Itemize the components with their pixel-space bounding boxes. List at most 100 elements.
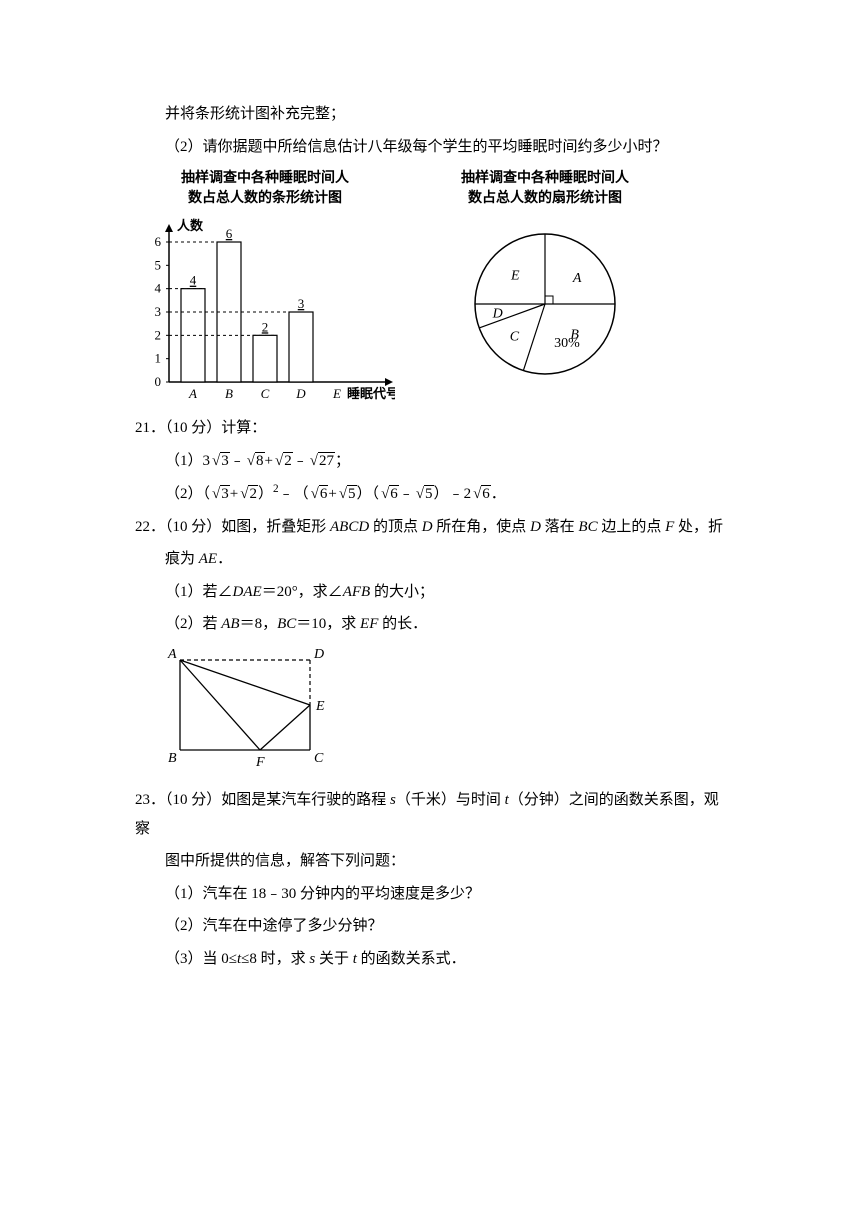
q22-hd: 落在: [541, 519, 579, 535]
q23-part1: （1）汽车在 18﹣30 分钟内的平均速度是多少？: [135, 880, 725, 909]
q22-d1: D: [422, 519, 433, 535]
q22-ae: AE: [199, 551, 217, 567]
q21-p2-f: 5: [424, 485, 434, 502]
q23-p3d: 的函数关系式．: [357, 951, 466, 967]
svg-text:C: C: [261, 386, 270, 401]
q21-p2-h: 6: [481, 485, 491, 502]
pie-chart-block: 抽样调查中各种睡眠时间人 数占总人数的扇形统计图 AB30%CDE: [455, 169, 635, 394]
q21-p1-pre: （1）: [165, 453, 203, 469]
q23-part2: （2）汽车在中途停了多少分钟？: [135, 912, 725, 941]
q22-dae: DAE: [233, 584, 262, 600]
q23-p3a: （3）当 0≤: [165, 951, 237, 967]
svg-text:E: E: [315, 699, 325, 714]
q22-figure-svg: A D B C E F: [165, 645, 335, 770]
q21-p1-c: 8: [255, 452, 265, 469]
q22-part1: （1）若∠DAE＝20°，求∠AFB 的大小；: [135, 578, 725, 607]
q21-p1-e: 27: [318, 452, 335, 469]
svg-text:F: F: [255, 755, 265, 770]
q21-part2: （2）（3+2）2﹣（6+5）（6﹣5）﹣26．: [135, 479, 725, 509]
bar-chart-title: 抽样调查中各种睡眠时间人 数占总人数的条形统计图: [181, 169, 349, 208]
svg-text:2: 2: [262, 320, 269, 335]
svg-text:A: A: [167, 647, 177, 662]
pie-chart-svg: AB30%CDE: [455, 214, 635, 394]
q23-part3: （3）当 0≤t≤8 时，求 s 关于 t 的函数关系式．: [135, 945, 725, 974]
q22-ha: 22．（10 分）如图，折叠矩形: [135, 519, 330, 535]
svg-text:B: B: [168, 751, 177, 766]
q22-f: F: [665, 519, 674, 535]
q23-p3c: 关于: [315, 951, 353, 967]
svg-text:E: E: [332, 386, 341, 401]
svg-text:B: B: [225, 386, 233, 401]
q22-p1b: ＝20°，求∠: [262, 584, 343, 600]
q21-p2-e: 6: [389, 485, 399, 502]
q22-p2c: ＝10，求: [296, 616, 360, 632]
continuation-text-1: 并将条形统计图补充完整；: [135, 100, 725, 129]
svg-text:A: A: [572, 271, 582, 286]
q22-part2: （2）若 AB＝8，BC＝10，求 EF 的长．: [135, 610, 725, 639]
q22-p1c: 的大小；: [370, 584, 434, 600]
svg-text:5: 5: [155, 258, 162, 273]
q22-ef: EF: [360, 616, 378, 632]
q21-p2-c: 6: [319, 485, 329, 502]
q21-p2-g: 2: [464, 486, 472, 502]
q21-p2-mid: ）: [258, 486, 273, 502]
bar-chart-title-line1: 抽样调查中各种睡眠时间人: [181, 169, 349, 189]
q21-p2-d: 5: [347, 485, 357, 502]
q21-part1: （1）33﹣8+2﹣27；: [135, 447, 725, 476]
svg-text:E: E: [510, 268, 520, 283]
q23-ha: 23．（10 分）如图是某汽车行驶的路程: [135, 792, 390, 808]
q23-p3b: ≤8 时，求: [241, 951, 309, 967]
pie-chart-title: 抽样调查中各种睡眠时间人 数占总人数的扇形统计图: [461, 169, 629, 208]
q22-l2b: ．: [217, 551, 232, 567]
svg-text:6: 6: [226, 226, 233, 241]
svg-text:3: 3: [155, 304, 162, 319]
q22-ab: AB: [221, 616, 239, 632]
svg-text:3: 3: [298, 296, 305, 311]
bar-chart-block: 抽样调查中各种睡眠时间人 数占总人数的条形统计图 人数01234564A6B2C…: [135, 169, 395, 404]
q22-bc: BC: [578, 519, 597, 535]
svg-text:6: 6: [155, 234, 162, 249]
svg-text:0: 0: [155, 374, 162, 389]
q21-header: 21．（10 分）计算：: [135, 414, 725, 443]
svg-text:人数: 人数: [177, 218, 204, 233]
q22-he: 边上的点: [598, 519, 666, 535]
q22-figure: A D B C E F: [135, 645, 725, 781]
pie-chart-title-line2: 数占总人数的扇形统计图: [461, 189, 629, 209]
q22-l2a: 痕为: [165, 551, 199, 567]
q22-afb: AFB: [343, 584, 371, 600]
q22-p1: （1）若∠: [165, 584, 233, 600]
svg-text:4: 4: [190, 273, 197, 288]
q23-header-line2: 图中所提供的信息，解答下列问题：: [135, 847, 725, 876]
q22-d2: D: [530, 519, 541, 535]
q21-p2-b: 2: [248, 485, 258, 502]
q22-header-line2: 痕为 AE．: [135, 545, 725, 574]
q21-p2-a: 3: [220, 485, 230, 502]
q22-p2b: ＝8，: [240, 616, 278, 632]
q22-hb: 的顶点: [369, 519, 422, 535]
svg-text:D: D: [313, 647, 324, 662]
q21-p1-d: 2: [283, 452, 293, 469]
bar-chart-title-line2: 数占总人数的条形统计图: [181, 189, 349, 209]
q21-p2-pre: （2）（: [165, 486, 210, 502]
svg-text:睡眠代号: 睡眠代号: [347, 386, 395, 401]
q22-abcd: ABCD: [330, 519, 369, 535]
pie-chart-title-line1: 抽样调查中各种睡眠时间人: [461, 169, 629, 189]
q22-hf: 处，折: [674, 519, 723, 535]
svg-text:D: D: [492, 307, 503, 322]
q22-hc: 所在角，使点: [433, 519, 531, 535]
q21-p1-a: 3: [203, 453, 211, 469]
charts-row: 抽样调查中各种睡眠时间人 数占总人数的条形统计图 人数01234564A6B2C…: [135, 169, 725, 404]
q23-hb: （千米）与时间: [396, 792, 505, 808]
q22-p2d: 的长．: [378, 616, 427, 632]
svg-text:A: A: [188, 386, 197, 401]
subquestion-2: （2）请你据题中所给信息估计八年级每个学生的平均睡眠时间约多少小时？: [135, 133, 725, 162]
svg-text:C: C: [510, 330, 520, 345]
bar-chart-svg: 人数01234564A6B2C3DE睡眠代号: [135, 214, 395, 404]
svg-text:C: C: [314, 751, 324, 766]
svg-text:1: 1: [155, 351, 162, 366]
svg-text:2: 2: [155, 328, 162, 343]
q23-header-line1: 23．（10 分）如图是某汽车行驶的路程 s（千米）与时间 t（分钟）之间的函数…: [135, 786, 725, 843]
svg-text:30%: 30%: [554, 336, 580, 351]
svg-text:D: D: [295, 386, 306, 401]
q22-p2: （2）若: [165, 616, 221, 632]
